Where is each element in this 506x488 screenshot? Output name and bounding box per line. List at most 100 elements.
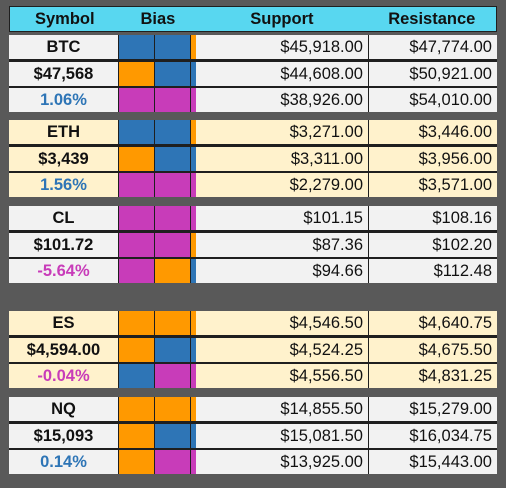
support-cell[interactable]: $15,081.50 <box>196 424 368 448</box>
change-cell[interactable]: 1.56% <box>9 173 118 197</box>
symbol-cell[interactable]: ES <box>9 311 118 335</box>
table-row: -0.04% $4,556.50 $4,831.25 <box>9 364 497 388</box>
instrument-group: ES $4,546.50 $4,640.75 $4,594.00 $4,524.25 $4… <box>9 311 497 388</box>
bias-cell-orange[interactable] <box>155 311 190 335</box>
support-cell[interactable]: $4,546.50 <box>196 311 368 335</box>
support-cell[interactable]: $94.66 <box>196 259 368 283</box>
header-symbol: Symbol <box>34 9 95 28</box>
bias-cell-blue[interactable] <box>155 120 190 144</box>
resistance-cell[interactable]: $3,446.00 <box>369 120 497 144</box>
change-cell[interactable]: -5.64% <box>9 259 118 283</box>
support-cell[interactable]: $87.36 <box>196 233 368 257</box>
resistance-cell[interactable]: $16,034.75 <box>369 424 497 448</box>
bias-cell-blue[interactable] <box>119 364 154 388</box>
bias-cell-magenta[interactable] <box>155 450 190 474</box>
resistance-cell[interactable]: $4,640.75 <box>369 311 497 335</box>
symbol-cell[interactable]: CL <box>9 206 118 230</box>
bias-cell-blue[interactable] <box>119 35 154 59</box>
table-row: ES $4,546.50 $4,640.75 <box>9 311 497 335</box>
bias-cell-orange[interactable] <box>119 397 154 421</box>
support-cell[interactable]: $4,556.50 <box>196 364 368 388</box>
instrument-group: NQ $14,855.50 $15,279.00 $15,093 $15,081.50 $… <box>9 397 497 474</box>
bias-cell-blue[interactable] <box>119 120 154 144</box>
price-cell[interactable]: $101.72 <box>9 233 118 257</box>
bias-cell-orange[interactable] <box>155 397 190 421</box>
change-cell[interactable]: 1.06% <box>9 88 118 112</box>
bias-cell-magenta[interactable] <box>155 88 190 112</box>
bias-cell-orange[interactable] <box>119 338 154 362</box>
table-row: 1.06% $38,926.00 $54,010.00 <box>9 88 497 112</box>
table-row: NQ $14,855.50 $15,279.00 <box>9 397 497 421</box>
header-bias: Bias <box>140 9 176 28</box>
table-row: $101.72 $87.36 $102.20 <box>9 233 497 257</box>
bias-cell-magenta[interactable] <box>155 233 190 257</box>
symbol-cell[interactable]: NQ <box>9 397 118 421</box>
bias-cell-blue[interactable] <box>155 147 190 171</box>
bias-cell-magenta[interactable] <box>119 233 154 257</box>
table-row: $3,439 $3,311.00 $3,956.00 <box>9 147 497 171</box>
instrument-group: CL $101.15 $108.16 $101.72 $87.36 $102.20 -5.6… <box>9 206 497 283</box>
resistance-cell[interactable]: $4,675.50 <box>369 338 497 362</box>
support-cell[interactable]: $45,918.00 <box>196 35 368 59</box>
price-cell[interactable]: $3,439 <box>9 147 118 171</box>
table-row: 0.14% $13,925.00 $15,443.00 <box>9 450 497 474</box>
bias-cell-blue[interactable] <box>155 62 190 86</box>
header-support: Support <box>250 9 314 28</box>
support-cell[interactable]: $3,271.00 <box>196 120 368 144</box>
resistance-cell[interactable]: $15,443.00 <box>369 450 497 474</box>
change-cell[interactable]: -0.04% <box>9 364 118 388</box>
table-row: $47,568 $44,608.00 $50,921.00 <box>9 62 497 86</box>
symbol-cell[interactable]: ETH <box>9 120 118 144</box>
resistance-cell[interactable]: $3,956.00 <box>369 147 497 171</box>
support-cell[interactable]: $3,311.00 <box>196 147 368 171</box>
instrument-group: ETH $3,271.00 $3,446.00 $3,439 $3,311.00 $3,9… <box>9 120 497 197</box>
instrument-group: BTC $45,918.00 $47,774.00 $47,568 $44,608.00… <box>9 35 497 112</box>
table-row: $4,594.00 $4,524.25 $4,675.50 <box>9 338 497 362</box>
support-cell[interactable]: $14,855.50 <box>196 397 368 421</box>
price-cell[interactable]: $47,568 <box>9 62 118 86</box>
table-row: ETH $3,271.00 $3,446.00 <box>9 120 497 144</box>
table-row: 1.56% $2,279.00 $3,571.00 <box>9 173 497 197</box>
support-cell[interactable]: $4,524.25 <box>196 338 368 362</box>
resistance-cell[interactable]: $54,010.00 <box>369 88 497 112</box>
bias-cell-magenta[interactable] <box>119 88 154 112</box>
table-header: Symbol Bias Support Resistance <box>9 6 497 32</box>
bias-cell-magenta[interactable] <box>119 206 154 230</box>
bias-cell-magenta[interactable] <box>155 364 190 388</box>
table-row: BTC $45,918.00 $47,774.00 <box>9 35 497 59</box>
price-cell[interactable]: $4,594.00 <box>9 338 118 362</box>
support-cell[interactable]: $101.15 <box>196 206 368 230</box>
bias-cell-orange[interactable] <box>155 259 190 283</box>
bias-cell-orange[interactable] <box>119 450 154 474</box>
bias-cell-magenta[interactable] <box>155 173 190 197</box>
support-cell[interactable]: $44,608.00 <box>196 62 368 86</box>
table-row: -5.64% $94.66 $112.48 <box>9 259 497 283</box>
resistance-cell[interactable]: $50,921.00 <box>369 62 497 86</box>
bias-cell-blue[interactable] <box>155 424 190 448</box>
price-cell[interactable]: $15,093 <box>9 424 118 448</box>
support-cell[interactable]: $13,925.00 <box>196 450 368 474</box>
change-cell[interactable]: 0.14% <box>9 450 118 474</box>
bias-cell-magenta[interactable] <box>119 259 154 283</box>
bias-cell-orange[interactable] <box>119 147 154 171</box>
resistance-cell[interactable]: $15,279.00 <box>369 397 497 421</box>
resistance-cell[interactable]: $102.20 <box>369 233 497 257</box>
header-resistance: Resistance <box>388 9 476 28</box>
resistance-cell[interactable]: $3,571.00 <box>369 173 497 197</box>
bias-cell-orange[interactable] <box>119 62 154 86</box>
resistance-cell[interactable]: $108.16 <box>369 206 497 230</box>
bias-cell-blue[interactable] <box>155 338 190 362</box>
bias-cell-blue[interactable] <box>155 35 190 59</box>
resistance-cell[interactable]: $4,831.25 <box>369 364 497 388</box>
support-cell[interactable]: $38,926.00 <box>196 88 368 112</box>
bias-cell-magenta[interactable] <box>119 173 154 197</box>
resistance-cell[interactable]: $112.48 <box>369 259 497 283</box>
bias-cell-orange[interactable] <box>119 311 154 335</box>
symbol-cell[interactable]: BTC <box>9 35 118 59</box>
bias-cell-orange[interactable] <box>119 424 154 448</box>
resistance-cell[interactable]: $47,774.00 <box>369 35 497 59</box>
table-row: $15,093 $15,081.50 $16,034.75 <box>9 424 497 448</box>
bias-cell-magenta[interactable] <box>155 206 190 230</box>
support-cell[interactable]: $2,279.00 <box>196 173 368 197</box>
